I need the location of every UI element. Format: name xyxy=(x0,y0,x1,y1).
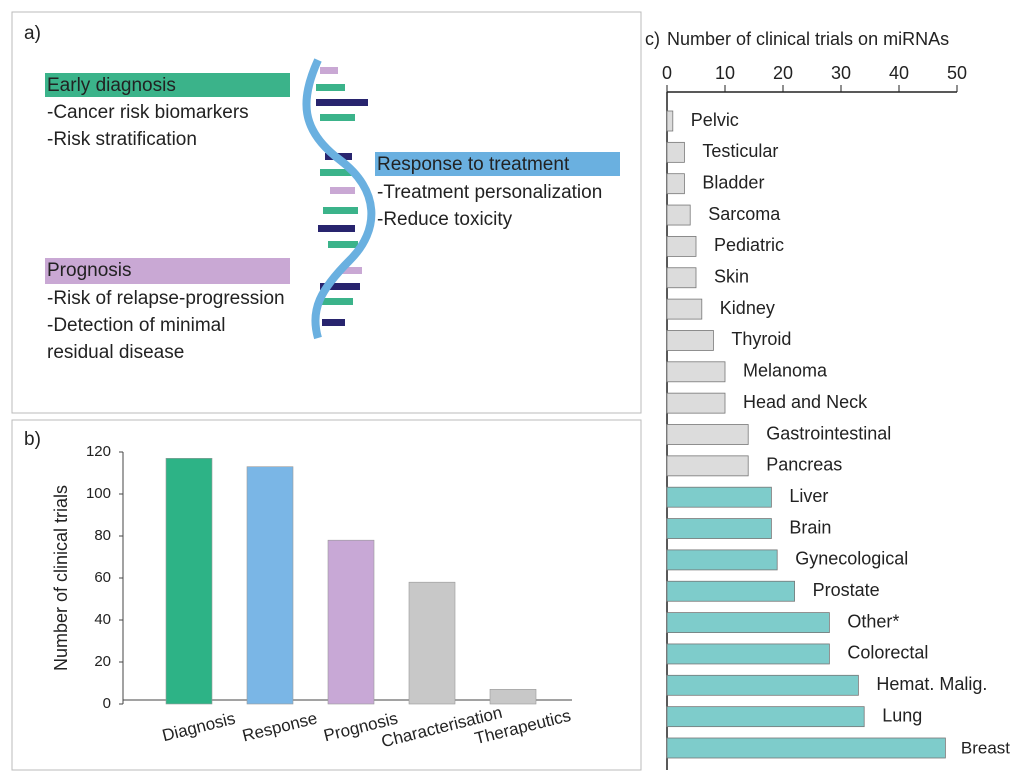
category-label: Pancreas xyxy=(766,455,842,475)
box-item: -Cancer risk biomarkers xyxy=(47,102,249,123)
category-label: Testicular xyxy=(702,141,778,161)
bar xyxy=(666,173,685,195)
strand-bar xyxy=(316,84,345,91)
bar xyxy=(666,518,772,539)
x-tick-label: Response xyxy=(240,709,319,746)
bar xyxy=(327,539,375,705)
bar xyxy=(666,706,865,728)
bar xyxy=(666,643,830,665)
x-tick-label: 40 xyxy=(889,63,909,83)
bar xyxy=(666,737,946,759)
bar xyxy=(666,580,795,602)
y-tick-label: 0 xyxy=(103,695,111,712)
category-label: Skin xyxy=(714,267,749,287)
box-item: -Detection of minimal xyxy=(47,315,225,336)
strand-bar xyxy=(320,114,355,121)
y-tick-label: 20 xyxy=(94,653,111,670)
bar xyxy=(165,457,213,705)
category-label: Prostate xyxy=(813,580,880,600)
panel-label: a) xyxy=(24,23,41,44)
bar xyxy=(666,330,714,351)
box-header xyxy=(45,73,290,97)
category-label: Brain xyxy=(789,517,831,537)
bar xyxy=(666,549,778,571)
y-tick-label: 80 xyxy=(94,527,111,544)
category-label: Gynecological xyxy=(795,549,908,569)
bar xyxy=(246,466,294,705)
box-item: -Reduce toxicity xyxy=(377,209,513,230)
strand-bar xyxy=(318,298,353,305)
box-header xyxy=(375,152,620,176)
panel-label: b) xyxy=(24,429,41,450)
strand-bar xyxy=(323,207,358,214)
category-label: Gastrointestinal xyxy=(766,423,891,443)
category-label: Melanoma xyxy=(743,361,828,381)
bar xyxy=(666,674,859,696)
panel-a-frame xyxy=(11,11,642,414)
box-title: Early diagnosis xyxy=(47,75,176,96)
category-label: Head and Neck xyxy=(743,392,868,412)
strand-bar xyxy=(328,241,358,248)
x-tick-label: Diagnosis xyxy=(160,709,237,745)
bar xyxy=(666,204,691,226)
x-tick-label: 30 xyxy=(831,63,851,83)
panel-label: c) xyxy=(645,29,660,49)
panel-b-frame xyxy=(11,419,642,771)
strand-bar xyxy=(338,267,362,274)
category-label: Pelvic xyxy=(691,110,739,130)
dna-strand xyxy=(302,58,376,340)
category-label: Lung xyxy=(882,705,922,725)
y-tick-label: 100 xyxy=(86,485,111,502)
bar xyxy=(666,455,749,477)
strand-bar xyxy=(316,99,368,106)
box-item: -Risk of relapse-progression xyxy=(47,288,285,309)
bar xyxy=(666,298,703,320)
bar xyxy=(666,267,697,289)
y-tick-label: 40 xyxy=(94,611,111,628)
x-tick-label: 20 xyxy=(773,63,793,83)
category-label: Thyroid xyxy=(731,329,791,349)
category-label: Liver xyxy=(789,486,828,506)
y-tick-label: 120 xyxy=(86,443,111,460)
box-title: Prognosis xyxy=(47,260,132,281)
strand-bar xyxy=(320,169,355,176)
category-label: Colorectal xyxy=(847,643,928,663)
strand-bar xyxy=(322,319,345,326)
bar xyxy=(666,392,726,414)
bar xyxy=(666,235,697,257)
strand-bar xyxy=(320,283,360,290)
bar xyxy=(666,424,749,445)
x-tick-label: 0 xyxy=(662,63,672,83)
category-label: Hemat. Malig. xyxy=(876,674,987,694)
box-item: -Treatment personalization xyxy=(377,182,602,203)
x-tick-label: 50 xyxy=(947,63,967,83)
strand-bar xyxy=(330,187,355,194)
strand-bar xyxy=(320,67,338,74)
bar xyxy=(666,361,726,383)
category-label: Kidney xyxy=(720,298,775,318)
category-label: Pediatric xyxy=(714,235,784,255)
bar xyxy=(666,612,830,633)
dna xyxy=(302,58,376,340)
box-title: Response to treatment xyxy=(377,154,570,175)
category-label: Bladder xyxy=(702,172,764,192)
bar xyxy=(666,486,772,508)
category-label: Other* xyxy=(847,611,899,631)
bar xyxy=(408,581,456,705)
box-item: -Risk stratification xyxy=(47,129,197,150)
chart-title: Number of clinical trials on miRNAs xyxy=(667,29,949,49)
bar xyxy=(666,141,685,163)
strand-bar xyxy=(318,225,355,232)
y-axis-label: Number of clinical trials xyxy=(51,485,71,671)
box-header xyxy=(45,258,290,284)
bar xyxy=(489,688,537,705)
box-item: residual disease xyxy=(47,342,184,363)
category-label: Sarcoma xyxy=(708,204,781,224)
category-label: Breast xyxy=(961,738,1010,757)
x-tick-label: 10 xyxy=(715,63,735,83)
y-tick-label: 60 xyxy=(94,569,111,586)
bar xyxy=(666,110,674,132)
